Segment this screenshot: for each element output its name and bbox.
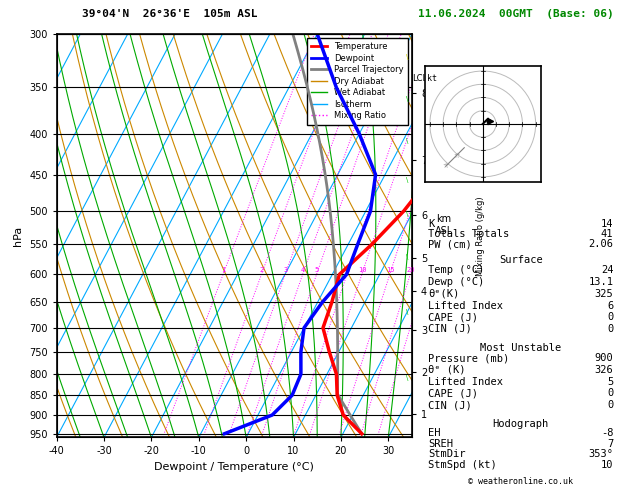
Text: 4: 4 [301,267,305,273]
Text: StmSpd (kt): StmSpd (kt) [428,460,497,470]
Text: K: K [428,219,435,229]
Text: © weatheronline.co.uk: © weatheronline.co.uk [469,477,573,486]
Text: 0: 0 [607,324,613,334]
Text: 24: 24 [601,265,613,276]
Y-axis label: km
ASL: km ASL [435,214,453,236]
Text: 6: 6 [607,300,613,311]
Text: \: \ [406,96,409,103]
Text: 2.06: 2.06 [588,239,613,249]
Text: 11.06.2024  00GMT  (Base: 06): 11.06.2024 00GMT (Base: 06) [418,9,614,19]
Text: SREH: SREH [428,439,454,449]
Text: EH: EH [428,428,441,438]
Text: CIN (J): CIN (J) [428,400,472,410]
Text: \: \ [406,177,409,183]
Text: Pressure (mb): Pressure (mb) [428,353,509,363]
Text: Lifted Index: Lifted Index [428,377,503,387]
Text: Dewp (°C): Dewp (°C) [428,277,484,287]
Text: 0: 0 [607,312,613,322]
Text: 900: 900 [594,353,613,363]
Text: Totals Totals: Totals Totals [428,229,509,239]
Text: ☆: ☆ [443,163,449,169]
Text: 0: 0 [607,388,613,399]
Text: CIN (J): CIN (J) [428,324,472,334]
Text: \: \ [406,375,409,381]
Text: ☆: ☆ [453,153,459,158]
Text: 10: 10 [358,267,367,273]
Text: Most Unstable: Most Unstable [480,343,562,353]
Text: 3: 3 [284,267,287,273]
Text: Mixing Ratio (g/kg): Mixing Ratio (g/kg) [476,196,485,276]
Text: Temp (°C): Temp (°C) [428,265,484,276]
Text: 10: 10 [601,460,613,470]
Text: PW (cm): PW (cm) [428,239,472,249]
Text: 325: 325 [594,289,613,299]
Text: 1: 1 [221,267,226,273]
X-axis label: Dewpoint / Temperature (°C): Dewpoint / Temperature (°C) [154,462,314,472]
Text: 41: 41 [601,229,613,239]
Text: θᵉ(K): θᵉ(K) [428,289,459,299]
Text: \: \ [406,254,409,260]
Text: 2: 2 [260,267,264,273]
Text: LCL: LCL [412,74,427,83]
Text: -8: -8 [601,428,613,438]
Y-axis label: hPa: hPa [13,226,23,246]
Text: \: \ [406,309,409,315]
Text: \: \ [406,138,409,144]
Text: 353°: 353° [588,450,613,459]
Text: 0: 0 [607,400,613,410]
Text: CAPE (J): CAPE (J) [428,312,478,322]
Text: 5: 5 [315,267,319,273]
Text: 326: 326 [594,365,613,375]
Text: 39°04'N  26°36'E  105m ASL: 39°04'N 26°36'E 105m ASL [82,9,258,19]
Text: \: \ [406,210,409,217]
Text: CAPE (J): CAPE (J) [428,388,478,399]
Text: θᵉ (K): θᵉ (K) [428,365,465,375]
Text: \: \ [406,54,409,60]
Text: 20: 20 [406,267,415,273]
Text: 5: 5 [607,377,613,387]
Text: 13.1: 13.1 [588,277,613,287]
Text: 8: 8 [345,267,349,273]
Text: 7: 7 [607,439,613,449]
Text: Surface: Surface [499,255,543,265]
Text: StmDir: StmDir [428,450,465,459]
Text: kt: kt [427,74,437,83]
Text: 14: 14 [601,219,613,229]
Legend: Temperature, Dewpoint, Parcel Trajectory, Dry Adiabat, Wet Adiabat, Isotherm, Mi: Temperature, Dewpoint, Parcel Trajectory… [306,38,408,124]
Text: 15: 15 [386,267,394,273]
Text: Hodograph: Hodograph [493,418,549,429]
Text: Lifted Index: Lifted Index [428,300,503,311]
